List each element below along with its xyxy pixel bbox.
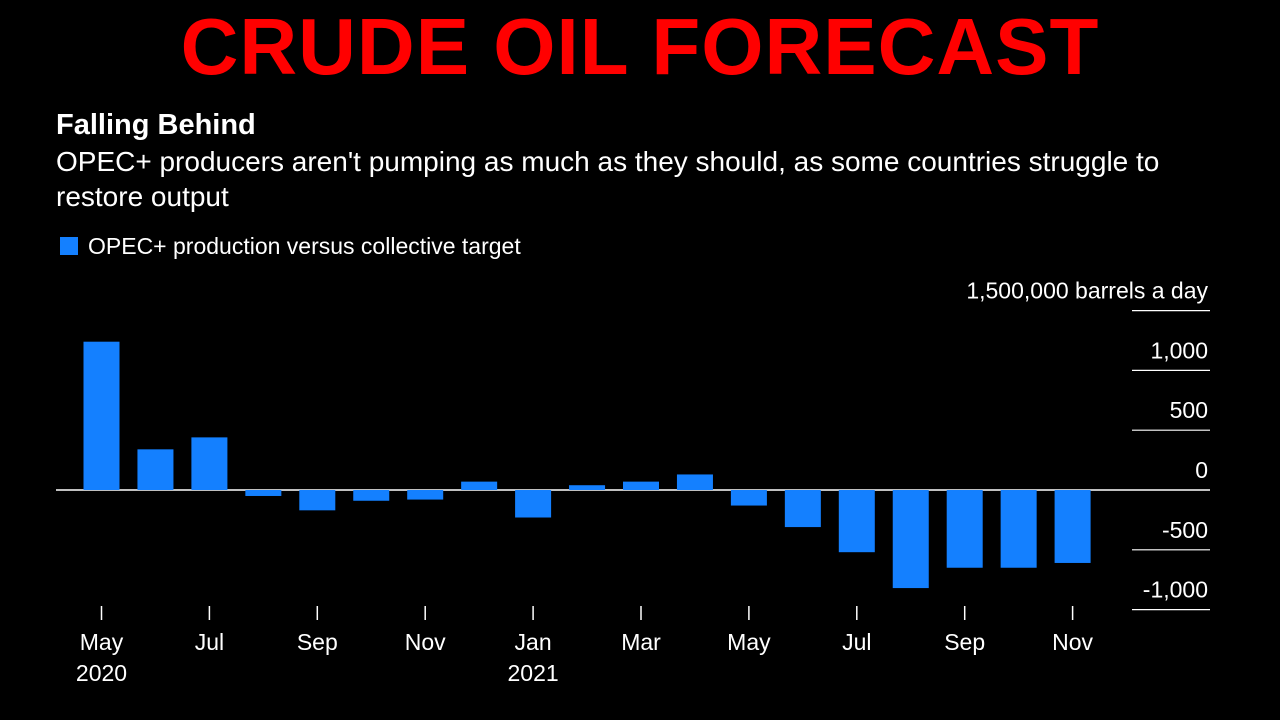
bar bbox=[245, 490, 282, 496]
x-tick-label: Sep bbox=[297, 629, 338, 655]
bar bbox=[353, 490, 390, 501]
chart-title: Falling Behind bbox=[56, 109, 256, 141]
x-tick-label: Jan bbox=[515, 629, 552, 655]
y-tick-label: -500 bbox=[1162, 517, 1208, 543]
bars bbox=[83, 341, 1091, 589]
chart-subtitle: OPEC+ producers aren't pumping as much a… bbox=[56, 146, 1160, 212]
y-tick-label: 0 bbox=[1195, 457, 1208, 483]
x-tick-year-label: 2020 bbox=[76, 660, 127, 686]
x-tick-label: Nov bbox=[1052, 629, 1093, 655]
bar bbox=[1054, 490, 1091, 563]
x-tick-label: Sep bbox=[944, 629, 985, 655]
legend-label: OPEC+ production versus collective targe… bbox=[88, 233, 521, 259]
x-axis: May 2020 Jul Sep Nov Jan 2021 Mar May Jul Sep Nov bbox=[76, 606, 1094, 686]
bar bbox=[299, 490, 336, 511]
bar bbox=[892, 490, 929, 589]
y-axis: 1,500,000 barrels a day 1,000 500 0 -500 -1,0… bbox=[966, 278, 1210, 611]
bar bbox=[515, 490, 552, 518]
x-tick-year-label: 2021 bbox=[508, 660, 559, 686]
banner-title: CRUDE OIL FORECAST bbox=[180, 2, 1100, 91]
x-tick-label: Mar bbox=[621, 629, 661, 655]
x-tick-label: May bbox=[727, 629, 771, 655]
bar bbox=[569, 485, 606, 490]
bar bbox=[1000, 490, 1037, 568]
bar bbox=[83, 341, 120, 490]
bar bbox=[137, 449, 174, 490]
y-tick-label: -1,000 bbox=[1143, 577, 1208, 603]
bar bbox=[676, 474, 713, 490]
legend-swatch bbox=[60, 237, 78, 255]
x-tick-label: May bbox=[80, 629, 124, 655]
x-tick-label: Nov bbox=[405, 629, 446, 655]
bar bbox=[838, 490, 875, 553]
bar bbox=[461, 481, 498, 490]
y-tick-label: 1,000 bbox=[1150, 337, 1208, 363]
bar bbox=[407, 490, 444, 500]
y-tick-label: 1,500,000 barrels a day bbox=[966, 278, 1208, 304]
bar bbox=[623, 481, 659, 490]
bar bbox=[946, 490, 983, 568]
bar bbox=[191, 437, 228, 490]
y-tick-label: 500 bbox=[1170, 397, 1208, 423]
bar bbox=[784, 490, 821, 528]
chart-legend: OPEC+ production versus collective targe… bbox=[60, 232, 521, 260]
bar bbox=[730, 490, 767, 506]
x-tick-label: Jul bbox=[195, 629, 224, 655]
x-tick-label: Jul bbox=[842, 629, 871, 655]
